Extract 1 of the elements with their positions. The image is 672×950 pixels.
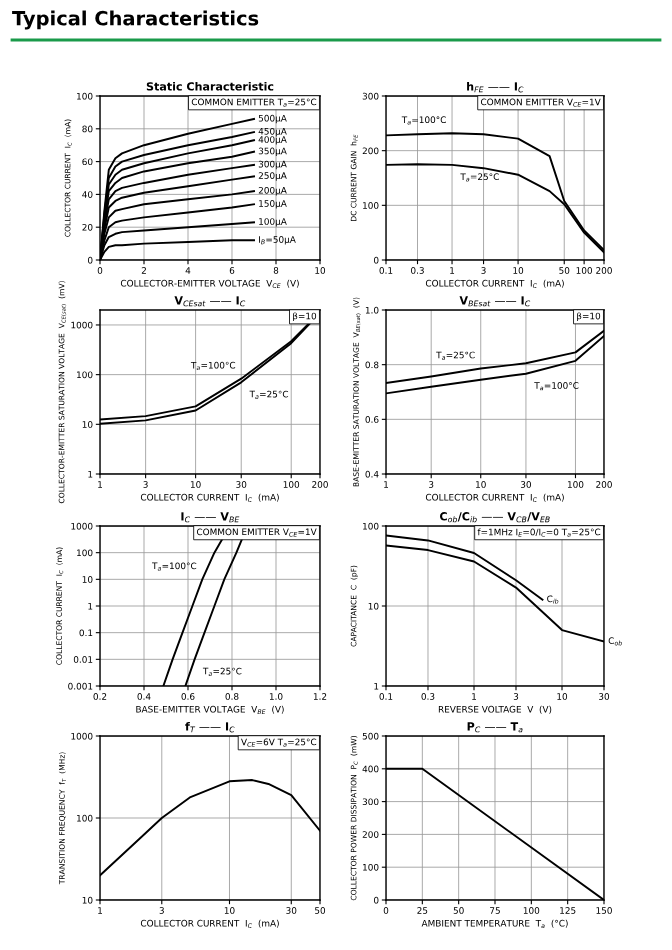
- text: Typical Characteristics: [12, 10, 259, 30]
